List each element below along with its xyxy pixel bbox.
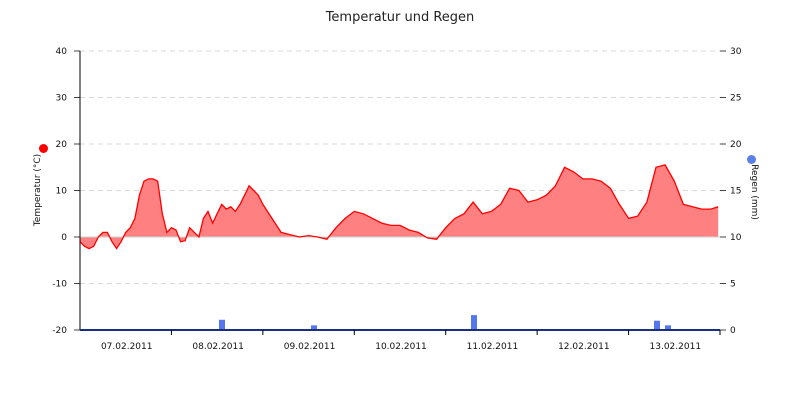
y-tick-label-left: -10 [52, 280, 67, 290]
temperature-area [80, 164, 719, 249]
y-tick-label-right: 5 [730, 280, 736, 290]
x-tick-label: 10.02.2011 [375, 342, 427, 352]
rain-bar [471, 315, 477, 330]
y-tick-label-left: 20 [56, 140, 68, 150]
y-tick-label-right: 30 [730, 47, 742, 57]
temperature-line [79, 164, 719, 250]
y-tick-label-left: 0 [61, 233, 67, 243]
y-tick-label-right: 15 [730, 187, 741, 197]
y-tick-label-left: -20 [52, 326, 67, 336]
x-tick-label: 11.02.2011 [467, 342, 519, 352]
y-tick-label-left: 40 [56, 47, 68, 57]
chart-title: Temperatur und Regen [325, 10, 475, 25]
rain-bar [311, 325, 317, 330]
temperature-legend-marker-icon [39, 144, 48, 153]
x-tick-label: 09.02.2011 [284, 342, 336, 352]
rain-legend-marker-icon [747, 155, 756, 164]
x-tick-label: 12.02.2011 [558, 342, 610, 352]
x-tick-label: 07.02.2011 [101, 342, 153, 352]
y-tick-label-left: 30 [56, 94, 68, 104]
y-tick-label-right: 0 [730, 326, 736, 336]
y-tick-label-right: 10 [730, 233, 742, 243]
x-tick-label: 13.02.2011 [650, 342, 702, 352]
x-tick-label: 08.02.2011 [192, 342, 244, 352]
y-tick-label-left: 10 [56, 187, 68, 197]
y-tick-label-right: 25 [730, 94, 741, 104]
rain-bar [665, 325, 671, 330]
y-tick-label-right: 20 [730, 140, 742, 150]
rain-bar [219, 319, 225, 330]
rain-bar [654, 320, 660, 330]
